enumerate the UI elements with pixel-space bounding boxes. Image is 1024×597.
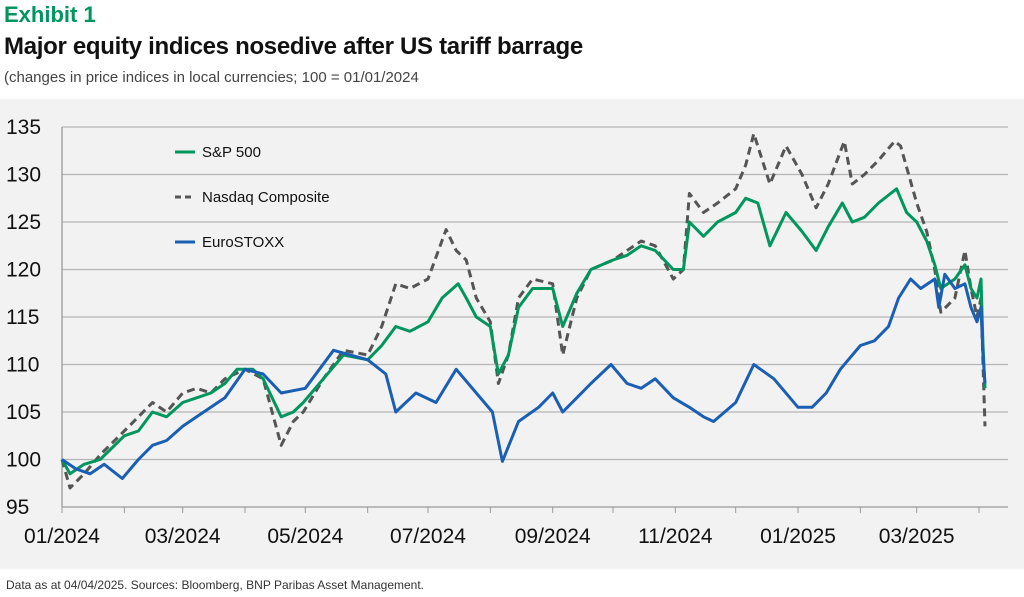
x-tick-label: 07/2024 <box>390 525 466 548</box>
y-tick-label: 135 <box>6 116 41 139</box>
chart-title: Major equity indices nosedive after US t… <box>4 33 583 60</box>
source-note: Data as at 04/04/2025. Sources: Bloomber… <box>6 578 425 592</box>
y-tick-label: 105 <box>6 401 41 424</box>
x-tick-label: 03/2025 <box>879 525 955 548</box>
series-line-eurostoxx <box>61 272 987 480</box>
y-tick-label: 95 <box>6 496 29 519</box>
legend-label: Nasdaq Composite <box>202 189 330 206</box>
line-chart: 95 100 105 110 115 120 125 130 135 01/2024 03/2024… <box>6 116 1008 548</box>
x-tick-label: 05/2024 <box>267 525 343 548</box>
legend-label: EuroSTOXX <box>202 234 284 251</box>
x-tick-label: 03/2024 <box>145 525 221 548</box>
series-line-s-p-500 <box>60 187 987 476</box>
y-tick-label: 115 <box>6 306 39 329</box>
x-tick-label: 11/2024 <box>638 525 713 548</box>
y-tick-label: 125 <box>6 211 41 234</box>
x-tick-label: 09/2024 <box>515 525 591 548</box>
y-tick-label: 100 <box>6 449 41 472</box>
chart-panel: 95 100 105 110 115 120 125 130 135 01/2024 03/2024… <box>0 99 1024 569</box>
legend-label: S&P 500 <box>202 144 261 161</box>
y-tick-label: 110 <box>6 354 39 377</box>
exhibit-label: Exhibit 1 <box>4 2 96 27</box>
y-tick-label: 130 <box>6 164 41 187</box>
chart-subtitle: (changes in price indices in local curre… <box>4 69 419 86</box>
x-tick-label: 01/2024 <box>24 525 100 548</box>
series-line-nasdaq-composite <box>60 132 987 490</box>
y-tick-label: 120 <box>6 259 41 282</box>
x-tick-label: 01/2025 <box>760 525 836 548</box>
